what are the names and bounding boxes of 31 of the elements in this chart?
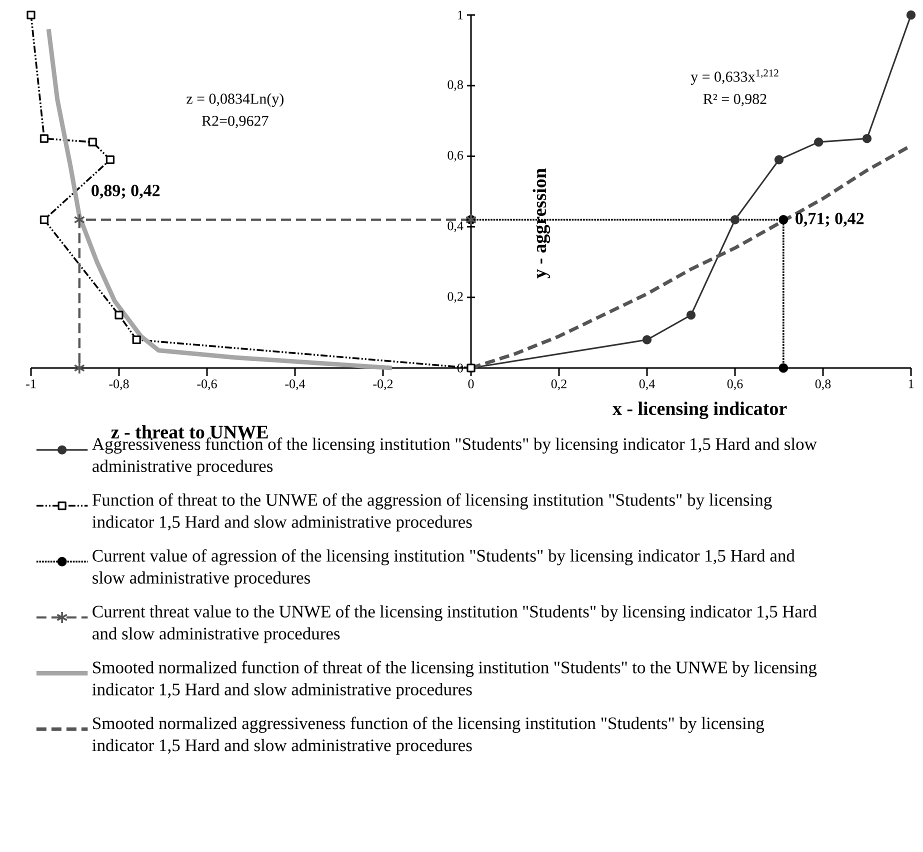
annotation: 0,89; 0,42 [92,184,160,199]
legend-label: Current value of agression of the licensing institution "Students" by licensing indicator 1,5 Hard and slow administrative procedures [92,549,795,588]
legend-label: Aggressiveness function of the licensing institution "Students" by licensing indicator 1,5 Hard and slow administrative procedures [92,438,817,476]
x-axis-title: x - licensing indicator [612,402,787,420]
x-tick-label: -1 [26,380,36,388]
y-tick-label: 0,4 [448,221,464,232]
text: z - threat to UNWE [111,425,268,439]
legend-label: Smooted normalized aggressiveness function of the licensing institution "Students" by licensing indicator 1,5 Hard and slow administrative procedures [92,716,764,755]
annotation: y = 0,633x$^{1,212}$ [690,69,778,85]
x-tick-label: 0 [468,380,474,388]
y-axis-title: y - aggression [532,168,550,278]
annotation: R² = 0,982 [703,94,766,106]
legend-label: Current threat value to the UNWE of the licensing institution "Students" by licensing indicator 1,5 Hard and slow administrative procedures [92,605,817,644]
x-tick-label: 0,4 [639,380,655,390]
x-tick-label: -0,6 [197,380,217,390]
y-tick-label: 0,8 [448,80,463,91]
annotation: R2=0,9627 [202,116,268,128]
x-tick-label: 0,6 [727,380,743,390]
x-tick-label: 1 [908,380,914,388]
y-tick-label: 0,2 [448,292,463,303]
x-tick-label: -0,4 [285,380,306,390]
legend-label: Smooted normalized function of threat of the licensing institution "Students" to the UNWE by licensing indicator 1,5 Hard and slow administrative procedures [92,660,817,699]
y-tick-label: 1 [458,10,463,20]
annotation: z = 0,0834Ln(y) [186,93,284,107]
y-tick-label: 0,6 [448,150,464,162]
x-tick-label: -0,8 [109,380,129,390]
x-tick-label: 0,8 [815,380,831,390]
x-tick-label: 0,2 [551,380,566,390]
legend-label: Function of threat to the UNWE of the aggression of licensing institution "Students" by licensing indicator 1,5 Hard and slow administrative procedures [92,493,772,532]
annotation: 0,71; 0,42 [796,212,864,227]
x-tick-label: -0,2 [373,380,393,390]
